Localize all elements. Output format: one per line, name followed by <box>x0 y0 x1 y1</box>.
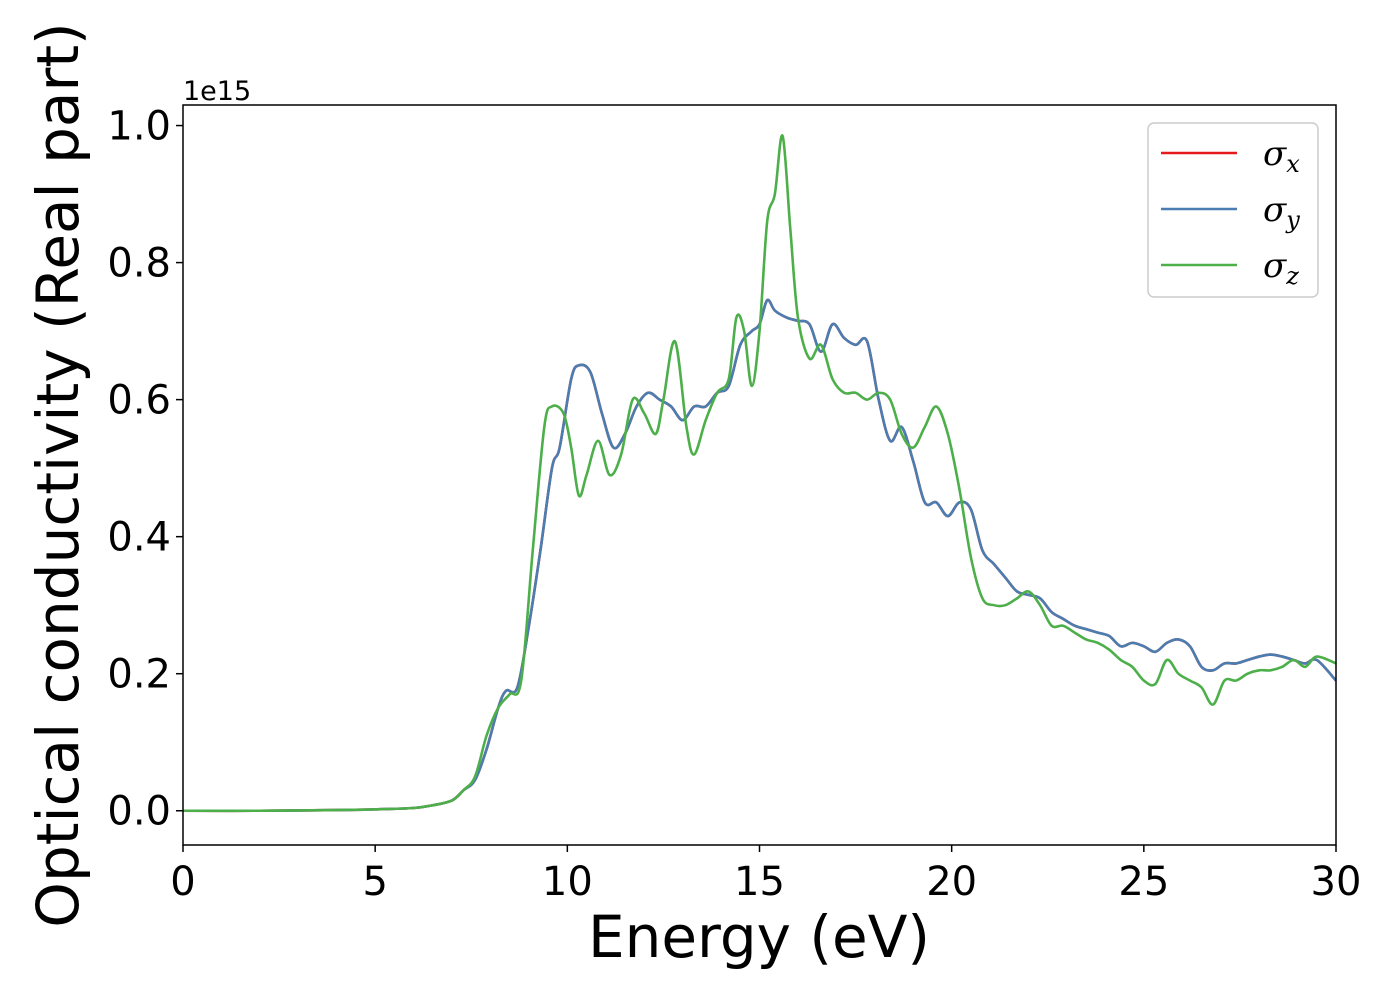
legend-subscript: x <box>1286 150 1300 178</box>
x-tick-label: 5 <box>362 859 387 905</box>
y-tick-label: 1.0 <box>107 104 171 150</box>
y-tick-label: 0.4 <box>107 515 171 561</box>
y-axis-label: Optical conductivity (Real part) <box>24 22 92 927</box>
x-tick-label: 25 <box>1118 859 1169 905</box>
y-tick-label: 0.8 <box>107 241 171 287</box>
x-axis-label: Energy (eV) <box>588 903 930 971</box>
y-tick-label: 0.0 <box>107 789 171 835</box>
y-offset-label: 1e15 <box>183 76 251 107</box>
x-tick-label: 15 <box>734 859 785 905</box>
series-line-z <box>183 134 1336 813</box>
x-tick-label: 30 <box>1311 859 1362 905</box>
x-tick-label: 10 <box>542 859 593 905</box>
x-tick-label: 0 <box>170 859 195 905</box>
y-tick-label: 0.6 <box>107 378 171 424</box>
y-tick-label: 0.2 <box>107 652 171 698</box>
series-line-y <box>183 298 1336 813</box>
plot-area <box>183 134 1336 813</box>
legend-subscript: z <box>1285 262 1299 290</box>
x-axis: 0 5 10 15 20 25 30 <box>170 845 1361 905</box>
y-axis: 0.0 0.2 0.4 0.6 0.8 1.0 <box>107 104 183 835</box>
legend-subscript: y <box>1285 206 1300 234</box>
x-tick-label: 20 <box>926 859 977 905</box>
series-layer <box>183 134 1336 813</box>
